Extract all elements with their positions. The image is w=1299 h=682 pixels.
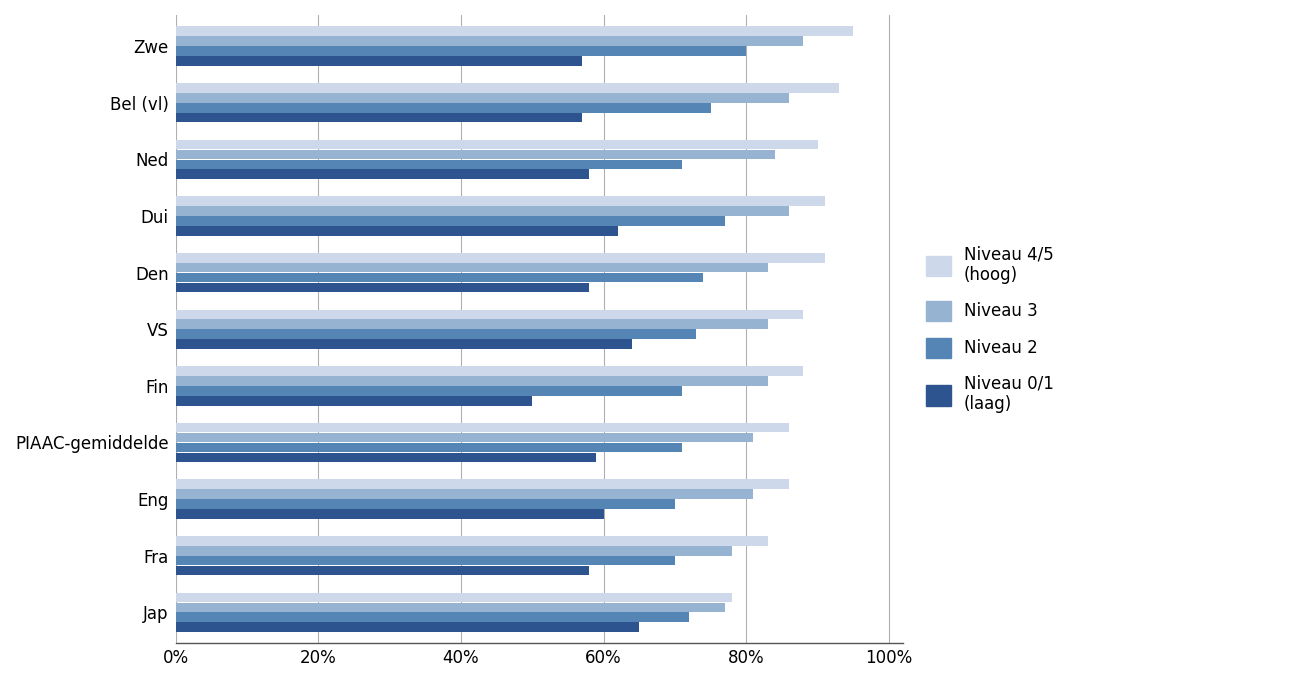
Bar bbox=[175, 432, 753, 443]
Bar bbox=[175, 27, 853, 36]
Bar bbox=[175, 36, 803, 46]
Bar bbox=[175, 46, 747, 56]
Bar bbox=[175, 56, 582, 66]
Bar bbox=[175, 546, 733, 556]
Bar bbox=[175, 443, 682, 452]
Bar bbox=[175, 366, 803, 376]
Bar bbox=[175, 282, 590, 293]
Bar bbox=[175, 310, 803, 319]
Bar bbox=[175, 489, 753, 499]
Bar bbox=[175, 169, 590, 179]
Bar bbox=[175, 556, 675, 565]
Bar bbox=[175, 113, 582, 123]
Bar bbox=[175, 479, 788, 489]
Bar bbox=[175, 83, 839, 93]
Bar bbox=[175, 216, 725, 226]
Bar bbox=[175, 319, 768, 329]
Bar bbox=[175, 593, 733, 602]
Bar bbox=[175, 253, 825, 263]
Bar bbox=[175, 206, 788, 216]
Bar bbox=[175, 602, 725, 612]
Bar bbox=[175, 386, 682, 396]
Bar bbox=[175, 423, 788, 432]
Bar bbox=[175, 103, 711, 113]
Bar bbox=[175, 396, 533, 406]
Bar bbox=[175, 566, 590, 576]
Bar bbox=[175, 612, 690, 622]
Bar bbox=[175, 376, 768, 386]
Bar bbox=[175, 263, 768, 273]
Bar bbox=[175, 226, 618, 236]
Bar bbox=[175, 196, 825, 206]
Bar bbox=[175, 452, 596, 462]
Bar bbox=[175, 499, 675, 509]
Bar bbox=[175, 329, 696, 339]
Legend: Niveau 4/5
(hoog), Niveau 3, Niveau 2, Niveau 0/1
(laag): Niveau 4/5 (hoog), Niveau 3, Niveau 2, N… bbox=[918, 239, 1060, 420]
Bar bbox=[175, 149, 774, 159]
Bar bbox=[175, 93, 788, 102]
Bar bbox=[175, 140, 817, 149]
Bar bbox=[175, 339, 633, 349]
Bar bbox=[175, 623, 639, 632]
Bar bbox=[175, 160, 682, 169]
Bar bbox=[175, 536, 768, 546]
Bar bbox=[175, 509, 604, 519]
Bar bbox=[175, 273, 704, 282]
